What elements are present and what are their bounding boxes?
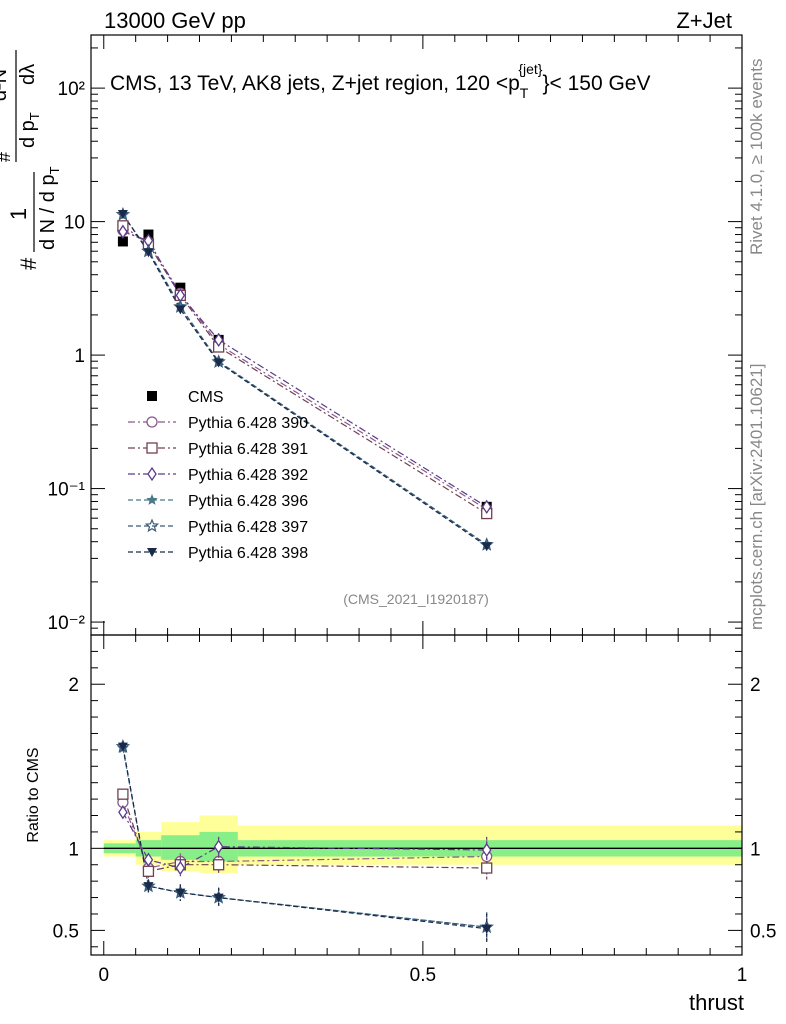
header-left-label: 13000 GeV pp [104, 8, 246, 33]
legend-label-3: Pythia 6.428 392 [188, 467, 308, 484]
ratio-ytick-label-2: 2 [68, 675, 79, 696]
ratio-point-1-1 [142, 865, 155, 877]
main-point-3-0 [118, 224, 128, 239]
legend-entry-4: Pythia 6.428 396 [128, 493, 308, 510]
main-title-before: CMS, 13 TeV, AK8 jets, Z+jet region, 120… [110, 72, 520, 95]
main-title-after: }< 150 GeV [542, 72, 650, 95]
mcplots-label: mcplots.cern.ch [arXiv:2401.10621] [747, 364, 766, 630]
main-panel-markers [115, 206, 494, 552]
ratio-point-2-0 [118, 805, 128, 820]
ratio-ytick-label-right-0: 0.5 [750, 921, 776, 942]
main-ytick-label-3: 10 [64, 213, 85, 234]
ylabel-one: 1 [6, 208, 31, 220]
main-point-0-0 [117, 236, 128, 247]
ylabel-den2-text: d p [17, 120, 39, 148]
ratio-ytick-label-1: 1 [68, 839, 79, 860]
ratio-xtick-label-1: 0.5 [410, 965, 436, 986]
legend-marker-4 [146, 494, 158, 505]
header-right-label: Z+Jet [676, 8, 732, 33]
ratio-series-line-2 [122, 811, 487, 869]
ylabel-hash-1: # [16, 257, 41, 270]
legend-marker-3 [147, 466, 157, 482]
ratio-xlabel: thrust [689, 990, 744, 1015]
ratio-point-2-1 [143, 852, 154, 867]
ratio-panel-frame [90, 634, 743, 956]
legend-label-1: Pythia 6.428 390 [188, 415, 308, 432]
ratio-xtick-label-2: 1 [737, 965, 748, 986]
ratio-point-1-0 [117, 788, 129, 800]
ylabel-den2-sub: T [27, 112, 42, 120]
ratio-ytick-label-right-2: 2 [750, 675, 761, 696]
ratio-panel-ticks: 0.5 0.5 1 1 2 2 0 0.5 1 [53, 635, 776, 986]
main-point-6-2 [175, 305, 186, 315]
main-point-3-3 [213, 332, 224, 348]
ylabel-den-text: d N / d p [37, 174, 59, 250]
ratio-point-5-2 [175, 888, 186, 898]
ylabel-num: d²N [0, 69, 11, 101]
legend-marker-0 [147, 391, 157, 401]
ratio-point-2-2 [175, 860, 186, 876]
main-point-6-1 [143, 248, 154, 258]
legend-marker-1 [146, 416, 158, 428]
ratio-panel-markers [115, 739, 494, 944]
legend-entry-0: CMS [147, 389, 224, 406]
analysis-watermark: (CMS_2021_I1920187) [343, 591, 489, 607]
ratio-point-5-1 [143, 882, 154, 892]
main-title-sub: T [520, 85, 529, 101]
main-panel-ticks: 10⁻² 10⁻¹ 1 10 10² [48, 35, 743, 636]
ylabel-hash-2: # [0, 152, 14, 162]
ylabel-den2: d pT [17, 112, 42, 148]
ratio-point-1-4 [481, 862, 493, 874]
ratio-point-5-0 [117, 742, 128, 752]
ratio-panel-bands [103, 815, 742, 873]
ratio-ytick-label-0: 0.5 [53, 921, 79, 942]
ratio-point-5-3 [213, 893, 224, 903]
ratio-point-1-3 [212, 859, 225, 871]
ratio-point-2-4 [481, 842, 492, 858]
main-point-6-3 [213, 358, 224, 368]
ratio-series-line-0 [122, 802, 487, 869]
legend-entry-2: Pythia 6.428 391 [128, 441, 308, 458]
main-ytick-label-1: 10⁻¹ [48, 480, 86, 501]
ratio-ytick-label-right-1: 1 [750, 839, 761, 860]
legend-marker-6 [147, 548, 157, 557]
ylabel-lambda: dλ [17, 64, 39, 85]
main-ytick-label-0: 10⁻² [48, 613, 86, 634]
ylabel-den: d N / d pT [37, 166, 62, 250]
legend-label-0: CMS [188, 389, 224, 406]
legend-label-4: Pythia 6.428 396 [188, 493, 308, 510]
ratio-ylabel: Ratio to CMS [25, 747, 42, 842]
rivet-version-label: Rivet 4.1.0, ≥ 100k events [747, 59, 766, 255]
main-series-line-3 [122, 231, 488, 508]
legend-label-5: Pythia 6.428 397 [188, 519, 308, 536]
main-ytick-label-2: 1 [74, 346, 85, 367]
main-point-3-4 [481, 499, 492, 514]
ylabel-den-sub: T [47, 166, 62, 174]
legend-marker-2 [146, 442, 158, 454]
main-point-6-0 [117, 210, 128, 220]
main-point-0-2 [175, 282, 186, 293]
main-title: CMS, 13 TeV, AK8 jets, Z+jet region, 120… [110, 61, 650, 101]
legend-marker-5 [144, 518, 160, 533]
legend: CMS Pythia 6.428 390 Pythia 6.428 391 Pythi… [128, 389, 308, 562]
main-ylabel: # 1 d N / d pT # d²N d pT dλ [0, 50, 62, 270]
legend-entry-6: Pythia 6.428 398 [128, 545, 308, 562]
ratio-point-2-3 [213, 839, 224, 854]
legend-entry-5: Pythia 6.428 397 [128, 518, 308, 536]
ratio-xtick-label-0: 0 [98, 965, 109, 986]
legend-label-6: Pythia 6.428 398 [188, 545, 308, 562]
main-title-sup: {jet} [518, 61, 542, 77]
legend-label-2: Pythia 6.428 391 [188, 441, 308, 458]
main-ytick-label-4: 10² [58, 79, 85, 100]
legend-entry-1: Pythia 6.428 390 [128, 415, 308, 432]
ratio-series-line-1 [122, 794, 487, 872]
legend-entry-3: Pythia 6.428 392 [128, 466, 308, 484]
ratio-point-5-4 [481, 924, 492, 934]
main-point-6-4 [481, 542, 492, 552]
